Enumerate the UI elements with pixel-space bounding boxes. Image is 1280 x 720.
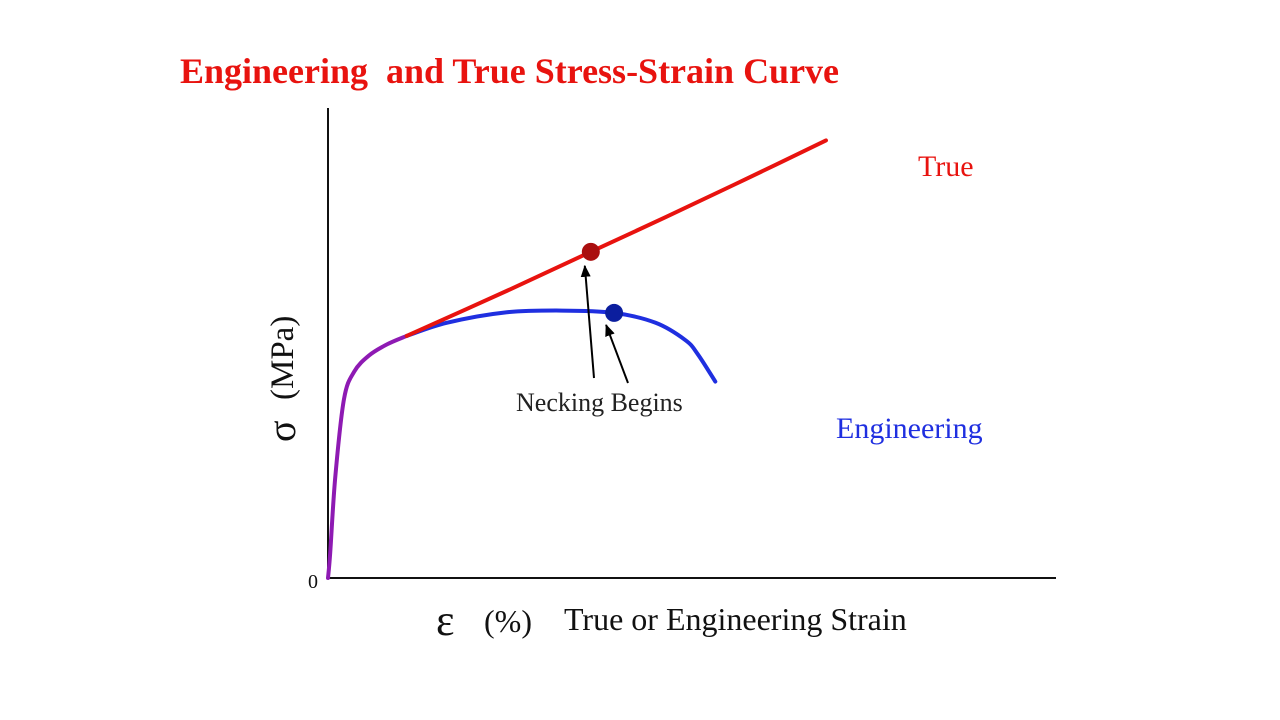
y-axis-unit: (MPa) xyxy=(265,316,301,400)
engineering-curve-line xyxy=(404,308,718,384)
true-curve-line xyxy=(404,138,828,338)
x-axis-unit: (%) xyxy=(484,603,532,639)
origin-label: 0 xyxy=(308,571,318,593)
x-axis-title: True or Engineering Strain xyxy=(564,601,907,637)
necking-arrow-engineering xyxy=(605,323,629,384)
y-axis-symbol: σ xyxy=(259,420,304,442)
elastic-region-line xyxy=(326,333,409,580)
x-axis-label: ε (%) True or Engineering Strain xyxy=(436,596,907,645)
necking-arrow-true xyxy=(580,264,595,379)
necking-begins-label: Necking Begins xyxy=(516,388,683,417)
engineering-necking-point xyxy=(605,303,624,322)
engineering-series-label: Engineering xyxy=(836,412,983,445)
true-series-label: True xyxy=(918,150,974,183)
y-axis-label: σ (MPa) xyxy=(259,316,304,442)
chart-title: Engineering and True Stress-Strain Curve xyxy=(180,51,840,91)
x-axis-symbol: ε xyxy=(436,596,454,645)
true-necking-point xyxy=(581,242,600,261)
